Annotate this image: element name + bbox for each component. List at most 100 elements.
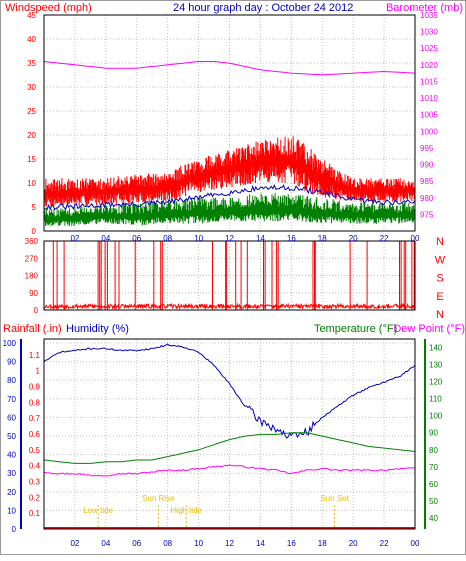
- humidity-tick-label: 0: [12, 525, 17, 534]
- humidity-tick-label: 20: [7, 488, 16, 497]
- compass-label: N: [436, 236, 444, 248]
- barometer-tick-label: 1025: [420, 44, 438, 53]
- direction-tick-label: 0: [34, 306, 39, 315]
- climate-panel-frame: [43, 338, 416, 530]
- barometer-tick-label: 990: [420, 161, 434, 170]
- time-tick-label: 10: [194, 539, 203, 548]
- time-tick-label: 06: [132, 539, 141, 548]
- compass-label: S: [436, 273, 443, 285]
- temperature-tick-label: 90: [429, 429, 438, 438]
- time-tick-label: 02: [70, 234, 79, 243]
- windspeed-tick-label: 20: [27, 131, 36, 140]
- time-tick-label: 00: [411, 539, 420, 548]
- compass-label: N: [436, 309, 444, 321]
- event-label: Low tide: [83, 506, 113, 515]
- rainfall-tick-label: 0.4: [29, 462, 41, 471]
- humidity-tick-label: 30: [7, 469, 16, 478]
- windspeed-tick-label: 40: [27, 35, 36, 44]
- barometer-tick-label: 995: [420, 144, 434, 153]
- rainfall-tick-label: 0.7: [29, 414, 41, 423]
- direction-tick-label: 180: [25, 272, 39, 281]
- time-tick-label: 16: [287, 539, 296, 548]
- barometer-tick-label: 985: [420, 177, 434, 186]
- windspeed-tick-label: 25: [27, 107, 36, 116]
- wind-average-line: [43, 184, 416, 211]
- time-tick-label: 12: [225, 234, 234, 243]
- temperature-tick-label: 70: [429, 463, 438, 472]
- frame-layer: [20, 14, 426, 530]
- wind-direction-spikes: [52, 241, 415, 310]
- barometer-title: Barometer (mb): [386, 2, 463, 14]
- temperature-line: [43, 432, 416, 464]
- temperature-tick-label: 100: [429, 412, 443, 421]
- compass-label: E: [436, 291, 443, 303]
- compass-label: W: [435, 254, 446, 266]
- humidity-tick-label: 100: [3, 339, 17, 348]
- wind-panel-frame: [43, 14, 416, 232]
- temperature-tick-label: 110: [429, 395, 442, 404]
- event-label: Sun Set: [320, 494, 349, 503]
- rainfall-tick-label: 0.1: [29, 509, 41, 518]
- time-tick-label: 08: [163, 539, 172, 548]
- temperature-title: Temperature (°F): [314, 323, 397, 335]
- time-tick-label: 12: [225, 539, 234, 548]
- time-tick-label: 02: [70, 539, 79, 548]
- time-tick-label: 14: [256, 539, 265, 548]
- time-tick-label: 18: [318, 539, 327, 548]
- rainfall-tick-label: 1.1: [29, 351, 41, 360]
- event-label: High tide: [170, 506, 202, 515]
- time-tick-label: 10: [194, 234, 203, 243]
- tick-label-layer: 0510152025303540459759809859909951000100…: [3, 11, 446, 548]
- windspeed-tick-label: 45: [27, 11, 36, 20]
- wind-direction-line: [43, 302, 416, 311]
- humidity-tick-label: 40: [7, 451, 16, 460]
- time-tick-label: 22: [380, 539, 389, 548]
- direction-tick-label: 270: [25, 254, 39, 263]
- temperature-tick-label: 130: [429, 361, 443, 370]
- rainfall-tick-label: 1: [36, 367, 41, 376]
- rainfall-tick-label: 0.6: [29, 430, 41, 439]
- windspeed-tick-label: 0: [32, 227, 37, 236]
- time-tick-label: 16: [287, 234, 296, 243]
- windspeed-title: Windspeed (mph): [5, 2, 92, 14]
- rainfall-tick-label: 0.3: [29, 478, 41, 487]
- time-tick-label: 00: [411, 234, 420, 243]
- windspeed-tick-label: 15: [27, 155, 36, 164]
- rainfall-tick-label: 0.9: [29, 383, 41, 392]
- direction-tick-label: 360: [25, 237, 39, 246]
- time-tick-label: 22: [380, 234, 389, 243]
- time-tick-label: 04: [101, 539, 110, 548]
- temperature-tick-label: 60: [429, 480, 438, 489]
- rainfall-tick-label: 0.8: [29, 398, 41, 407]
- temperature-tick-label: 120: [429, 378, 443, 387]
- barometer-line: [43, 61, 416, 76]
- windspeed-tick-label: 5: [32, 203, 37, 212]
- windspeed-tick-label: 35: [27, 59, 36, 68]
- barometer-tick-label: 1000: [420, 127, 438, 136]
- humidity-title: Humidity (%): [66, 323, 129, 335]
- time-tick-label: 08: [163, 234, 172, 243]
- humidity-tick-label: 10: [7, 506, 16, 515]
- time-tick-label: 04: [101, 234, 110, 243]
- top-titles: Windspeed (mph) 24 hour graph day : Octo…: [5, 2, 463, 14]
- barometer-tick-label: 980: [420, 194, 434, 203]
- time-tick-label: 20: [349, 234, 358, 243]
- time-tick-label: 18: [318, 234, 327, 243]
- direction-panel-frame: [43, 240, 416, 311]
- barometer-tick-label: 1015: [420, 77, 438, 86]
- barometer-tick-label: 1030: [420, 28, 438, 37]
- temperature-tick-label: 50: [429, 497, 438, 506]
- barometer-tick-label: 1020: [420, 61, 438, 70]
- barometer-tick-label: 1010: [420, 94, 438, 103]
- dewpoint-line: [43, 464, 416, 477]
- time-tick-label: 14: [256, 234, 265, 243]
- lower-titles: Rainfall (.in) Humidity (%) Temperature …: [3, 323, 465, 335]
- rainfall-title: Rainfall (.in): [3, 323, 62, 335]
- temperature-tick-label: 80: [429, 446, 438, 455]
- rainfall-tick-label: 0.5: [29, 446, 41, 455]
- humidity-tick-label: 60: [7, 413, 16, 422]
- temperature-tick-label: 140: [429, 344, 443, 353]
- rainfall-tick-label: 0.2: [29, 493, 41, 502]
- barometer-tick-label: 975: [420, 210, 434, 219]
